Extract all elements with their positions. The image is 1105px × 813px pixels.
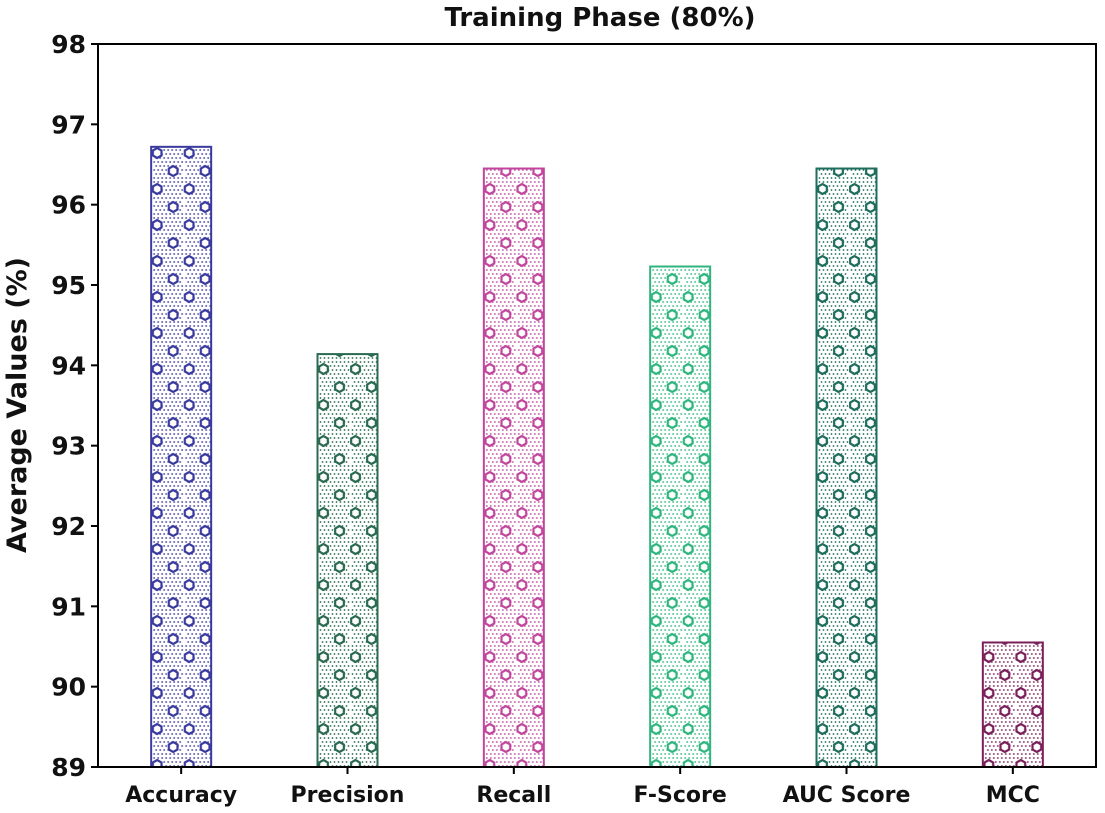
y-tick-label: 92 <box>51 512 86 541</box>
plot-frame <box>97 43 1097 768</box>
bar-mcc <box>981 641 1044 769</box>
bar-recall <box>482 167 545 768</box>
y-tick-label: 96 <box>51 191 86 220</box>
y-axis-ticks: 89 90 91 92 93 94 95 96 97 98 <box>51 30 98 782</box>
y-tick-label: 98 <box>51 30 86 59</box>
x-tick-label: F-Score <box>634 783 727 808</box>
bar-accuracy <box>150 145 213 768</box>
y-tick-label: 93 <box>51 432 86 461</box>
x-axis-ticks: Accuracy Precision Recall F-Score AUC Score M… <box>125 767 1040 808</box>
x-tick-label: Recall <box>476 783 551 808</box>
chart-title: Training Phase (80%) <box>444 3 755 33</box>
bar-auc-score <box>815 167 878 768</box>
y-axis-label: Average Values (%) <box>2 257 33 553</box>
y-tick-label: 91 <box>51 592 86 621</box>
x-tick-label: MCC <box>986 783 1040 808</box>
bars-group <box>150 145 1044 769</box>
y-tick-label: 97 <box>51 110 86 139</box>
x-tick-label: Precision <box>291 783 405 808</box>
bar-precision <box>316 353 379 768</box>
y-tick-label: 90 <box>51 673 86 702</box>
x-tick-label: Accuracy <box>125 783 237 808</box>
y-tick-label: 95 <box>51 271 86 300</box>
bar-f-score <box>649 265 712 768</box>
y-tick-label: 94 <box>51 351 86 380</box>
x-tick-label: AUC Score <box>783 783 911 808</box>
y-tick-label: 89 <box>51 753 86 782</box>
